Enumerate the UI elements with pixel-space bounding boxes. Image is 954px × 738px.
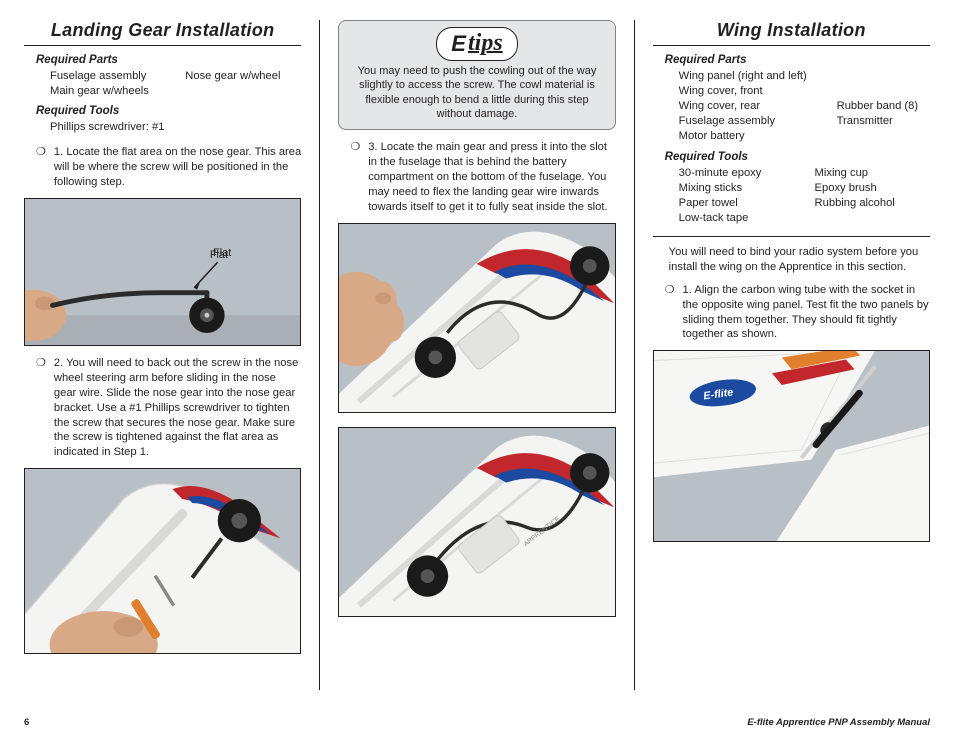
tool-item: 30-minute epoxy	[679, 166, 797, 181]
part-item	[837, 129, 930, 144]
part-item: Fuselage assembly	[50, 69, 167, 84]
rule	[653, 236, 930, 237]
checkbox-icon: ❍	[36, 356, 46, 460]
figure-main-gear-seated: APPRENTICE	[338, 427, 615, 617]
column-divider	[634, 20, 635, 690]
manual-title: E-flite Apprentice PNP Assembly Manual	[747, 717, 930, 728]
step-3: ❍ 3. Locate the main gear and press it i…	[350, 140, 615, 214]
column-1: Landing Gear Installation Required Parts…	[24, 20, 301, 690]
required-tools-heading: Required Tools	[665, 151, 930, 163]
figure-main-gear-press	[338, 223, 615, 413]
checkbox-icon: ❍	[350, 140, 360, 214]
step-text: 2. You will need to back out the screw i…	[54, 356, 301, 460]
tool-item: Low-tack tape	[679, 211, 797, 226]
flat-label: Flat	[213, 247, 231, 259]
page-number: 6	[24, 717, 29, 728]
checkbox-icon: ❍	[665, 283, 675, 343]
part-item: Rubber band (8)	[837, 99, 930, 114]
figure-wing-tube: E-flite	[653, 350, 930, 542]
tool-item: Mixing sticks	[679, 181, 797, 196]
column-2: Etips You may need to push the cowling o…	[338, 20, 615, 690]
tips-logo-e: E	[451, 31, 464, 57]
rule	[24, 45, 301, 46]
section-title-landing-gear: Landing Gear Installation	[24, 20, 301, 41]
column-3: Wing Installation Required Parts Wing pa…	[653, 20, 930, 690]
parts-list: Fuselage assembly Nose gear w/wheel Main…	[50, 69, 301, 99]
step-1-wing: ❍ 1. Align the carbon wing tube with the…	[665, 283, 930, 343]
figure-nose-gear-install	[24, 468, 301, 654]
tips-text: You may need to push the cowling out of …	[349, 64, 604, 121]
step-1: ❍ 1. Locate the flat area on the nose ge…	[36, 145, 301, 190]
required-tools-heading: Required Tools	[36, 105, 301, 117]
manual-page: Landing Gear Installation Required Parts…	[0, 0, 954, 738]
part-item: Wing cover, rear	[679, 99, 819, 114]
column-divider	[319, 20, 320, 690]
part-item: Wing cover, front	[679, 84, 819, 99]
page-footer: 6 E-flite Apprentice PNP Assembly Manual	[24, 717, 930, 728]
tools-list: 30-minute epoxy Mixing cup Mixing sticks E…	[679, 166, 930, 226]
tool-item: Epoxy brush	[815, 181, 930, 196]
e-tips-logo: Etips	[349, 27, 604, 61]
tool-item	[815, 211, 930, 226]
step-text: 3. Locate the main gear and press it int…	[368, 140, 615, 214]
tool-item: Mixing cup	[815, 166, 930, 181]
part-item: Motor battery	[679, 129, 819, 144]
column-container: Landing Gear Installation Required Parts…	[24, 20, 930, 690]
step-2: ❍ 2. You will need to back out the screw…	[36, 356, 301, 460]
figure-nose-gear-flat: Flat Flat	[24, 198, 301, 346]
tool-item: Rubbing alcohol	[815, 196, 930, 211]
part-item	[837, 84, 930, 99]
required-parts-heading: Required Parts	[36, 54, 301, 66]
part-item	[837, 69, 930, 84]
parts-list: Wing panel (right and left) Wing cover, …	[679, 69, 930, 145]
bind-radio-note: You will need to bind your radio system …	[669, 245, 922, 275]
tools-list: Phillips screwdriver: #1	[50, 120, 301, 135]
tips-logo-word: tips	[466, 30, 503, 57]
checkbox-icon: ❍	[36, 145, 46, 190]
part-item: Main gear w/wheels	[50, 84, 301, 99]
section-title-wing: Wing Installation	[653, 20, 930, 41]
e-tips-callout: Etips You may need to push the cowling o…	[338, 20, 615, 130]
step-text: 1. Locate the flat area on the nose gear…	[54, 145, 301, 190]
part-item: Wing panel (right and left)	[679, 69, 819, 84]
part-item: Transmitter	[837, 114, 930, 129]
step-text: 1. Align the carbon wing tube with the s…	[683, 283, 930, 343]
part-item: Fuselage assembly	[679, 114, 819, 129]
tool-item: Paper towel	[679, 196, 797, 211]
required-parts-heading: Required Parts	[665, 54, 930, 66]
part-item: Nose gear w/wheel	[185, 69, 301, 84]
rule	[653, 45, 930, 46]
